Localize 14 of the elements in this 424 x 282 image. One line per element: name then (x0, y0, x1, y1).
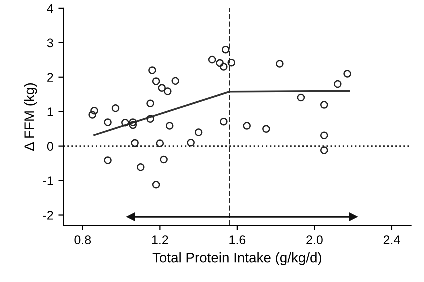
y-tick-label: 3 (47, 38, 54, 48)
y-axis-title: Δ FFM (kg) (24, 84, 38, 151)
y-tick-label: 1 (48, 108, 54, 116)
y-tick-label: -1 (43, 176, 54, 186)
x-tick-label: 1.6 (230, 236, 246, 245)
y-tick-label: 0 (47, 142, 54, 151)
x-tick-label: 0.8 (74, 236, 92, 245)
x-axis-title: Total Protein Intake (g/kg/d) (152, 252, 322, 266)
x-tick-label: 2.4 (384, 236, 400, 244)
y-tick-label: 4 (47, 4, 54, 13)
y-tick-label: 2 (48, 73, 54, 82)
y-tick-label: -2 (43, 211, 54, 220)
x-tick-label: 2.0 (306, 236, 323, 245)
x-tick-label: 1.2 (152, 236, 168, 244)
